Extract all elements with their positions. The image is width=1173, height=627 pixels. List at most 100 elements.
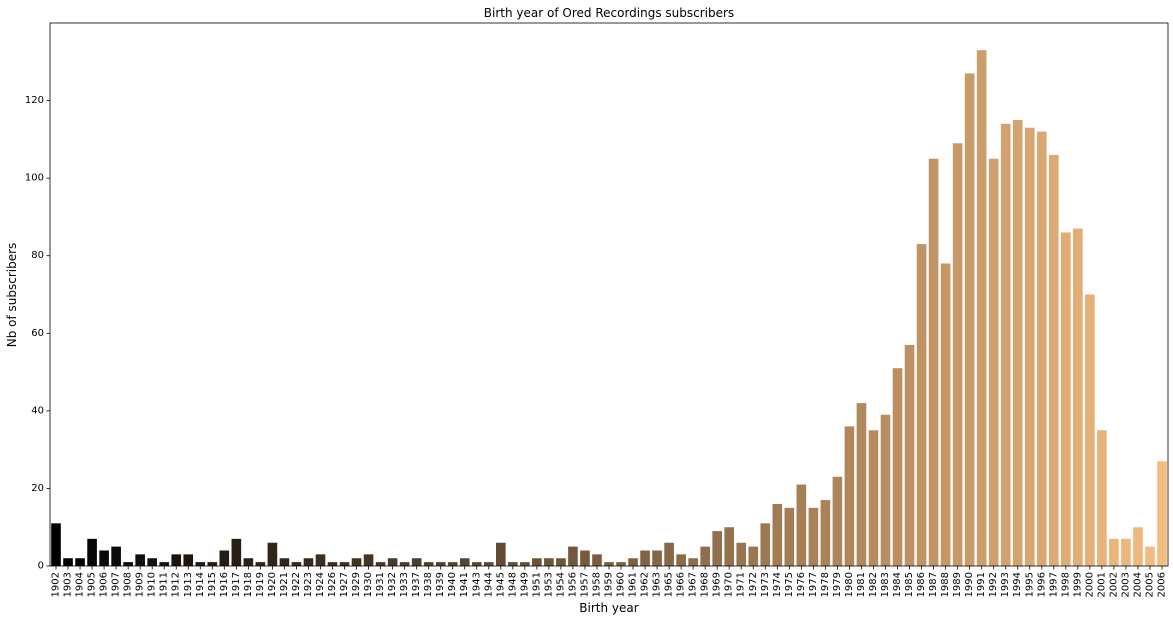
bar-1967: [688, 558, 698, 566]
bar-1949: [520, 562, 530, 566]
bar-1968: [700, 546, 710, 566]
bar-1914: [195, 562, 206, 566]
x-tick-label: 1953: [543, 572, 554, 597]
x-axis-title: Birth year: [579, 601, 638, 615]
x-tick-label: 1990: [964, 572, 975, 597]
bar-2000: [1085, 294, 1095, 566]
bar-1937: [411, 558, 422, 566]
x-tick-label: 1945: [495, 572, 506, 597]
bar-1996: [1036, 131, 1047, 566]
x-tick-label: 1909: [135, 572, 146, 597]
x-tick-label: 1994: [1012, 572, 1023, 597]
bar-1977: [808, 507, 819, 566]
x-tick-label: 1918: [243, 572, 254, 597]
x-tick-label: 1956: [567, 572, 578, 597]
bar-1970: [724, 527, 735, 566]
x-tick-label: 1995: [1024, 572, 1035, 597]
bar-1945: [496, 542, 506, 566]
x-tick-label: 1951: [531, 572, 542, 597]
bar-1972: [748, 546, 759, 566]
x-tick-label: 1996: [1036, 572, 1047, 597]
bar-1992: [988, 158, 999, 566]
bar-1917: [231, 538, 242, 566]
x-tick-label: 1927: [339, 572, 350, 597]
bar-1939: [435, 562, 446, 566]
x-tick-label: 1972: [748, 572, 759, 597]
bar-1906: [99, 550, 109, 566]
x-tick-label: 1968: [700, 572, 711, 597]
x-tick-label: 1960: [616, 572, 627, 597]
x-tick-label: 1989: [952, 572, 963, 597]
bar-1926: [327, 562, 338, 566]
bar-1941: [459, 558, 470, 566]
x-tick-label: 1905: [87, 572, 98, 597]
bar-1993: [1000, 123, 1011, 566]
x-tick-label: 1954: [555, 572, 566, 597]
x-tick-label: 2000: [1084, 572, 1095, 597]
bar-1924: [315, 554, 326, 566]
bar-1963: [652, 550, 662, 566]
bar-1999: [1073, 228, 1083, 566]
x-tick-label: 1959: [604, 572, 615, 597]
bar-1944: [483, 562, 494, 566]
x-tick-label: 1978: [820, 572, 831, 597]
x-tick-label: 1958: [591, 572, 602, 597]
x-tick-label: 1977: [808, 572, 819, 597]
bar-1908: [123, 562, 133, 566]
bar-1909: [135, 554, 145, 566]
x-tick-label: 1940: [447, 572, 458, 597]
bar-1916: [219, 550, 230, 566]
x-tick-label: 1975: [784, 572, 795, 597]
y-axis-ticks: 0 20 40 60 80 100 120: [25, 95, 50, 572]
bar-1905: [87, 538, 97, 566]
bar-1951: [532, 558, 542, 566]
x-tick-label: 1961: [628, 572, 639, 597]
y-tick-label: 80: [31, 250, 44, 261]
bar-1985: [904, 344, 915, 566]
x-tick-label: 1915: [207, 572, 218, 597]
bar-1988: [940, 263, 951, 566]
bar-1930: [363, 554, 374, 566]
bar-1973: [760, 523, 771, 566]
x-tick-label: 1967: [688, 572, 699, 597]
plot-frame: [49, 22, 1169, 567]
bar-1978: [820, 500, 831, 566]
x-tick-label: 1973: [760, 572, 771, 597]
x-tick-label: 1998: [1060, 572, 1071, 597]
bar-1960: [616, 562, 626, 566]
x-tick-label: 1926: [327, 572, 338, 597]
x-tick-label: 2002: [1108, 572, 1119, 597]
x-tick-label: 2006: [1156, 572, 1167, 597]
x-tick-label: 1993: [1000, 572, 1011, 597]
bar-1904: [75, 558, 85, 566]
bar-1961: [628, 558, 638, 566]
x-tick-label: 1987: [928, 572, 939, 597]
x-tick-label: 1943: [471, 572, 482, 597]
bar-1969: [712, 531, 722, 566]
x-tick-label: 1938: [423, 572, 434, 597]
bar-1982: [868, 430, 879, 566]
y-tick-label: 20: [31, 483, 44, 494]
bar-1943: [471, 562, 482, 566]
bar-2005: [1145, 546, 1155, 566]
bar-1965: [664, 542, 674, 566]
bar-1954: [556, 558, 566, 566]
x-tick-label: 1988: [940, 572, 951, 597]
bar-1981: [856, 403, 867, 566]
x-tick-label: 1939: [435, 572, 446, 597]
x-tick-label: 1992: [988, 572, 999, 597]
bar-2006: [1157, 461, 1167, 566]
bar-2004: [1133, 527, 1143, 566]
x-tick-label: 1924: [315, 572, 326, 597]
x-tick-label: 1974: [772, 572, 783, 597]
bar-1910: [147, 558, 157, 566]
x-tick-label: 2001: [1096, 572, 1107, 597]
bar-1975: [784, 507, 795, 566]
bar-1915: [207, 562, 218, 566]
bar-1931: [375, 562, 386, 566]
x-tick-label: 1983: [880, 572, 891, 597]
x-tick-label: 1985: [904, 572, 915, 597]
bar-1923: [303, 558, 314, 566]
bar-1971: [736, 542, 747, 566]
x-tick-label: 1907: [111, 572, 122, 597]
